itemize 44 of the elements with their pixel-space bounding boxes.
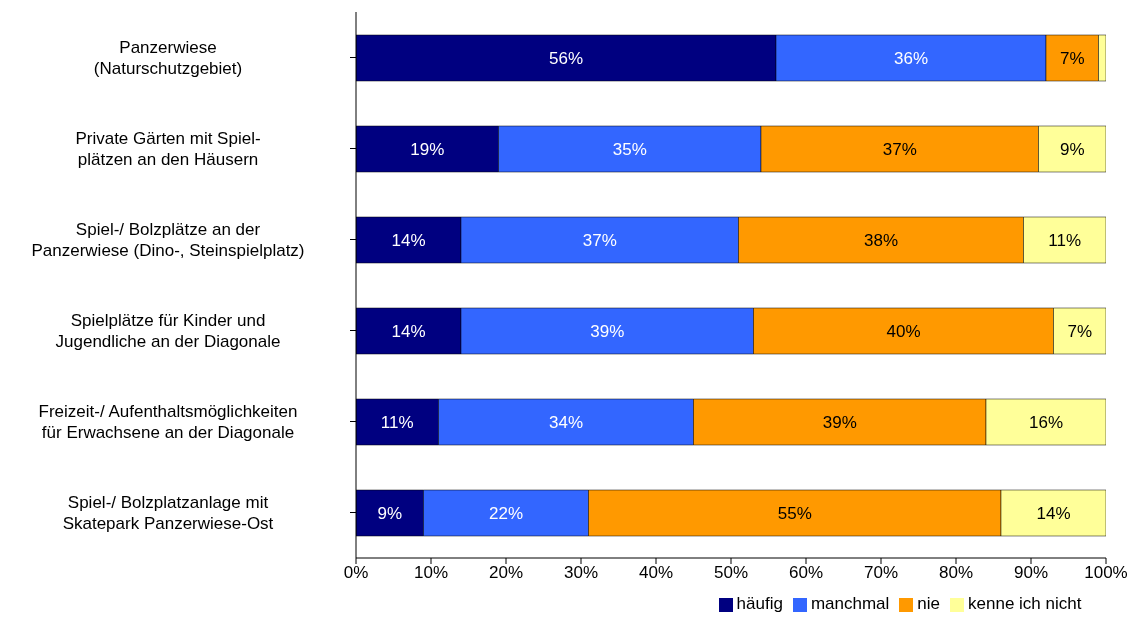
y-tick-label: Freizeit-/ Aufenthaltsmöglichkeiten für Erwachsene an der Diagonale bbox=[38, 401, 298, 442]
x-tick-label: 0% bbox=[343, 563, 369, 583]
data-label: 11% bbox=[380, 412, 414, 432]
x-tick-label: 30% bbox=[563, 563, 599, 583]
y-tick-label: Spiel-/ Bolzplätze an der Panzerwiese (Dino-, Steinspielplatz) bbox=[31, 219, 305, 260]
y-tick-label: Private Gärten mit Spiel- plätzen an den Häusern bbox=[75, 128, 261, 169]
x-tick-label: 90% bbox=[1013, 563, 1049, 583]
legend-label: häufig bbox=[736, 594, 783, 613]
y-tick-label: Spiel-/ Bolzplatzanlage mit Skatepark Panzerwiese-Ost bbox=[62, 492, 274, 533]
x-tick-label: 60% bbox=[788, 563, 824, 583]
data-label: 16% bbox=[1028, 412, 1064, 432]
data-label: 38% bbox=[863, 230, 899, 250]
x-tick-label: 70% bbox=[863, 563, 899, 583]
y-tick-label: Spielplätze für Kinder und Jugendliche an der Diagonale bbox=[55, 310, 281, 351]
data-label: 39% bbox=[822, 412, 857, 432]
x-tick-label: 50% bbox=[713, 563, 749, 583]
x-tick-label: 20% bbox=[488, 563, 524, 583]
data-label: 14% bbox=[391, 321, 426, 341]
data-label: 9% bbox=[377, 503, 403, 523]
data-label: 36% bbox=[893, 48, 929, 68]
data-label: 22% bbox=[488, 503, 524, 523]
data-label: 11% bbox=[1048, 230, 1082, 250]
data-label: 19% bbox=[410, 139, 445, 159]
data-label: 34% bbox=[548, 412, 584, 432]
legend-label: nie bbox=[917, 594, 941, 613]
data-label: 39% bbox=[590, 321, 625, 341]
data-label: 7% bbox=[1067, 321, 1093, 341]
data-label: 55% bbox=[777, 503, 812, 523]
legend-label: kenne ich nicht bbox=[968, 594, 1082, 613]
x-tick-label: 80% bbox=[938, 563, 974, 583]
data-label: 35% bbox=[612, 139, 647, 159]
data-label: 56% bbox=[548, 48, 584, 68]
legend-label: manchmal bbox=[810, 594, 890, 613]
data-label: 14% bbox=[1036, 503, 1071, 523]
x-tick-label: 40% bbox=[638, 563, 674, 583]
x-tick-label: 10% bbox=[413, 563, 449, 583]
x-tick-label: 100% bbox=[1084, 563, 1128, 583]
data-label: 40% bbox=[886, 321, 921, 341]
data-label: 37% bbox=[582, 230, 617, 250]
data-label: 14% bbox=[391, 230, 426, 250]
y-tick-label: Panzerwiese (Naturschutzgebiet) bbox=[93, 37, 243, 78]
data-label: 7% bbox=[1059, 48, 1085, 68]
data-label: 9% bbox=[1059, 139, 1085, 159]
data-label: 37% bbox=[882, 139, 917, 159]
